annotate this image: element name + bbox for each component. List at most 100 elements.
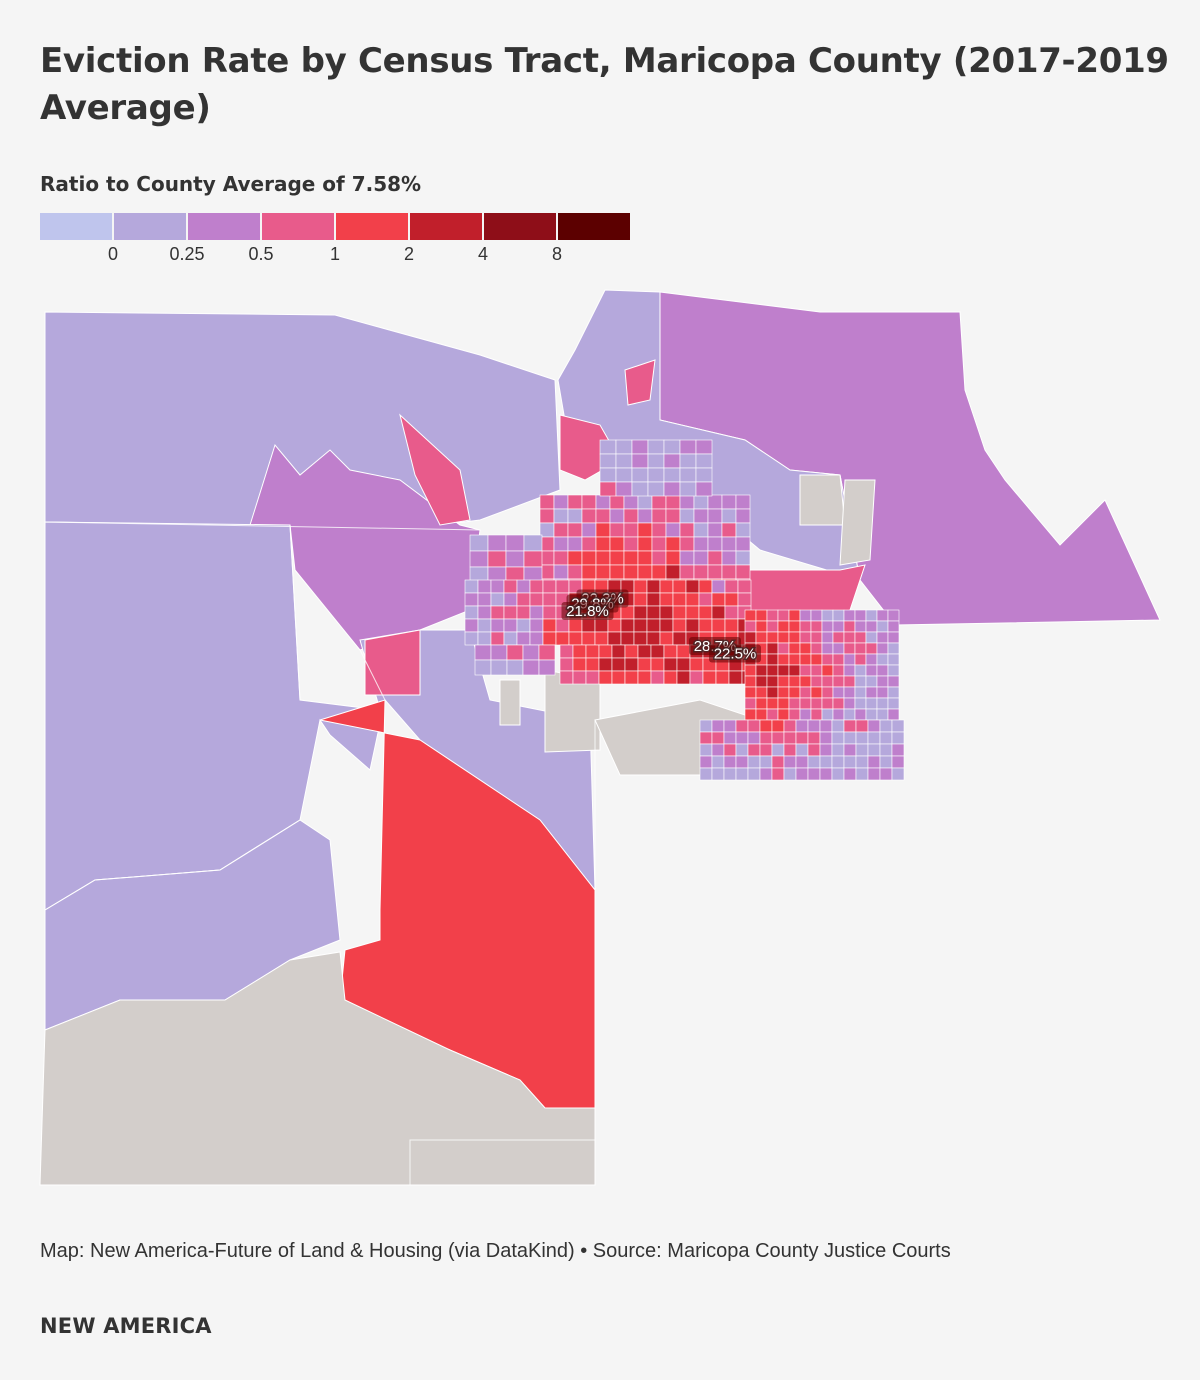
census-tract[interactable] [744, 675, 757, 688]
census-tract[interactable] [810, 609, 823, 622]
census-tract[interactable] [711, 719, 725, 733]
census-tract[interactable] [474, 644, 492, 661]
census-tract[interactable] [559, 644, 574, 659]
census-tract[interactable] [799, 664, 812, 677]
census-tract[interactable] [891, 767, 905, 781]
census-tract[interactable] [711, 579, 726, 594]
census-tract[interactable] [721, 522, 737, 538]
census-tract[interactable] [615, 481, 633, 497]
census-tract[interactable] [843, 743, 857, 757]
census-tract[interactable] [663, 439, 681, 455]
census-tract[interactable] [594, 618, 609, 633]
census-tract[interactable] [598, 644, 613, 659]
census-tract[interactable] [631, 467, 649, 483]
census-tract[interactable] [810, 653, 823, 666]
census-tract[interactable] [555, 579, 570, 594]
census-tract[interactable] [609, 550, 625, 566]
census-tract[interactable] [637, 536, 653, 552]
census-tract[interactable] [676, 644, 691, 659]
census-tract[interactable] [516, 605, 531, 620]
census-tract[interactable] [843, 664, 856, 677]
census-tract[interactable] [810, 631, 823, 644]
census-tract[interactable] [679, 536, 695, 552]
census-tract[interactable] [819, 719, 833, 733]
census-tract[interactable] [553, 522, 569, 538]
census-tract[interactable] [876, 609, 889, 622]
census-tract[interactable] [854, 609, 867, 622]
census-tract[interactable] [788, 664, 801, 677]
census-tract[interactable] [594, 631, 609, 646]
census-tract[interactable] [595, 550, 611, 566]
census-tract[interactable] [651, 494, 667, 510]
census-tract[interactable] [771, 719, 785, 733]
census-tract[interactable] [474, 659, 492, 676]
census-tract[interactable] [699, 719, 713, 733]
census-tract[interactable] [516, 631, 531, 646]
census-tract[interactable] [553, 494, 569, 510]
census-tract[interactable] [865, 631, 878, 644]
census-tract[interactable] [650, 670, 665, 685]
census-tract[interactable] [771, 743, 785, 757]
census-tract[interactable] [695, 481, 713, 497]
census-tract[interactable] [567, 536, 583, 552]
census-tract[interactable] [679, 467, 697, 483]
census-tract[interactable] [663, 657, 678, 672]
census-tract[interactable] [832, 675, 845, 688]
census-tract[interactable] [599, 481, 617, 497]
census-tract[interactable] [821, 675, 834, 688]
census-tract[interactable] [585, 670, 600, 685]
census-tract[interactable] [819, 767, 833, 781]
census-tract[interactable] [724, 605, 739, 620]
census-tract[interactable] [598, 657, 613, 672]
census-tract[interactable] [766, 675, 779, 688]
census-tract[interactable] [887, 642, 900, 655]
census-tract[interactable] [795, 767, 809, 781]
census-tract[interactable] [735, 550, 751, 566]
census-tract[interactable] [843, 609, 856, 622]
census-tract[interactable] [469, 534, 489, 552]
census-tract[interactable] [843, 653, 856, 666]
census-tract[interactable] [503, 592, 518, 607]
census-tract[interactable] [876, 686, 889, 699]
census-tract[interactable] [832, 653, 845, 666]
census-tract[interactable] [609, 522, 625, 538]
census-tract[interactable] [695, 453, 713, 469]
census-tract[interactable] [891, 731, 905, 745]
census-tract[interactable] [620, 618, 635, 633]
census-tract[interactable] [724, 592, 739, 607]
census-tract[interactable] [637, 494, 653, 510]
census-tract[interactable] [821, 642, 834, 655]
census-tract[interactable] [832, 642, 845, 655]
census-tract[interactable] [542, 592, 557, 607]
census-tract[interactable] [799, 609, 812, 622]
census-tract[interactable] [693, 564, 709, 580]
census-tract[interactable] [810, 675, 823, 688]
census-tract[interactable] [879, 767, 893, 781]
census-tract[interactable] [887, 697, 900, 710]
census-tract[interactable] [783, 743, 797, 757]
census-tract[interactable] [737, 592, 752, 607]
census-tract[interactable] [555, 631, 570, 646]
census-tract[interactable] [854, 653, 867, 666]
census-tract[interactable] [887, 664, 900, 677]
census-tract[interactable] [843, 642, 856, 655]
census-tract[interactable] [865, 686, 878, 699]
census-tract[interactable] [766, 642, 779, 655]
census-tract[interactable] [799, 653, 812, 666]
census-tract[interactable] [609, 564, 625, 580]
census-tract[interactable] [539, 508, 555, 524]
census-tract[interactable] [516, 592, 531, 607]
census-tract[interactable] [755, 697, 768, 710]
census-tract[interactable] [721, 508, 737, 524]
census-tract[interactable] [506, 644, 524, 661]
census-tract[interactable] [867, 743, 881, 757]
census-tract[interactable] [843, 767, 857, 781]
census-tract[interactable] [821, 664, 834, 677]
census-tract[interactable] [637, 508, 653, 524]
census-tract[interactable] [788, 609, 801, 622]
census-tract[interactable] [659, 618, 674, 633]
census-tract[interactable] [503, 618, 518, 633]
census-tract[interactable] [723, 755, 737, 769]
census-tract[interactable] [651, 550, 667, 566]
census-tract[interactable] [553, 508, 569, 524]
